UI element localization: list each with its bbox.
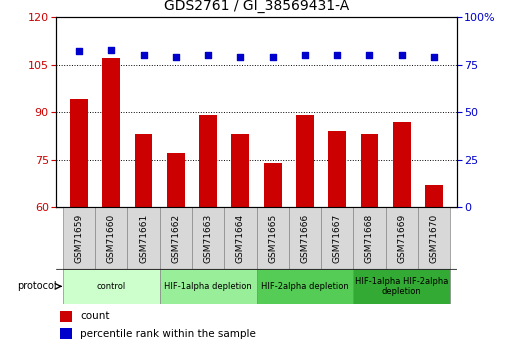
- Text: count: count: [81, 312, 110, 321]
- Bar: [296, 115, 314, 207]
- Bar: [167, 153, 185, 207]
- Text: HIF-2alpha depletion: HIF-2alpha depletion: [261, 282, 349, 291]
- Bar: [353, 269, 450, 304]
- Text: GSM71667: GSM71667: [332, 214, 342, 263]
- Bar: [328, 131, 346, 207]
- Text: GSM71662: GSM71662: [171, 214, 181, 263]
- Text: GSM71668: GSM71668: [365, 214, 374, 263]
- Point: [268, 54, 277, 60]
- Point: [301, 52, 309, 58]
- Point: [172, 54, 180, 60]
- Point: [333, 52, 341, 58]
- Text: GSM71666: GSM71666: [301, 214, 309, 263]
- Text: control: control: [96, 282, 126, 291]
- Bar: [418, 207, 450, 269]
- Bar: [160, 207, 192, 269]
- Text: GSM71665: GSM71665: [268, 214, 277, 263]
- Point: [107, 47, 115, 52]
- Text: percentile rank within the sample: percentile rank within the sample: [81, 329, 256, 338]
- Point: [236, 54, 245, 60]
- Text: GSM71670: GSM71670: [429, 214, 439, 263]
- Bar: [231, 134, 249, 207]
- Bar: [264, 163, 282, 207]
- Bar: [256, 207, 289, 269]
- Bar: [224, 207, 256, 269]
- Bar: [321, 207, 353, 269]
- Point: [204, 52, 212, 58]
- Text: protocol: protocol: [17, 282, 57, 291]
- Text: HIF-1alpha HIF-2alpha
depletion: HIF-1alpha HIF-2alpha depletion: [355, 277, 448, 296]
- Text: GSM71661: GSM71661: [139, 214, 148, 263]
- Bar: [127, 207, 160, 269]
- Bar: [353, 207, 386, 269]
- Point: [430, 54, 438, 60]
- Bar: [61, 328, 72, 339]
- Point: [398, 52, 406, 58]
- Bar: [95, 207, 127, 269]
- Text: GSM71669: GSM71669: [397, 214, 406, 263]
- Bar: [199, 115, 217, 207]
- Point: [75, 49, 83, 54]
- Title: GDS2761 / GI_38569431-A: GDS2761 / GI_38569431-A: [164, 0, 349, 13]
- Text: HIF-1alpha depletion: HIF-1alpha depletion: [164, 282, 252, 291]
- Bar: [160, 269, 256, 304]
- Bar: [289, 207, 321, 269]
- Bar: [192, 207, 224, 269]
- Text: GSM71660: GSM71660: [107, 214, 116, 263]
- Text: GSM71664: GSM71664: [236, 214, 245, 263]
- Bar: [256, 269, 353, 304]
- Bar: [386, 207, 418, 269]
- Point: [140, 52, 148, 58]
- Bar: [103, 58, 120, 207]
- Text: GSM71659: GSM71659: [74, 214, 84, 263]
- Bar: [63, 269, 160, 304]
- Bar: [425, 185, 443, 207]
- Bar: [63, 207, 95, 269]
- Bar: [393, 122, 410, 207]
- Bar: [61, 311, 72, 322]
- Point: [365, 52, 373, 58]
- Text: GSM71663: GSM71663: [204, 214, 212, 263]
- Bar: [70, 99, 88, 207]
- Bar: [135, 134, 152, 207]
- Bar: [361, 134, 378, 207]
